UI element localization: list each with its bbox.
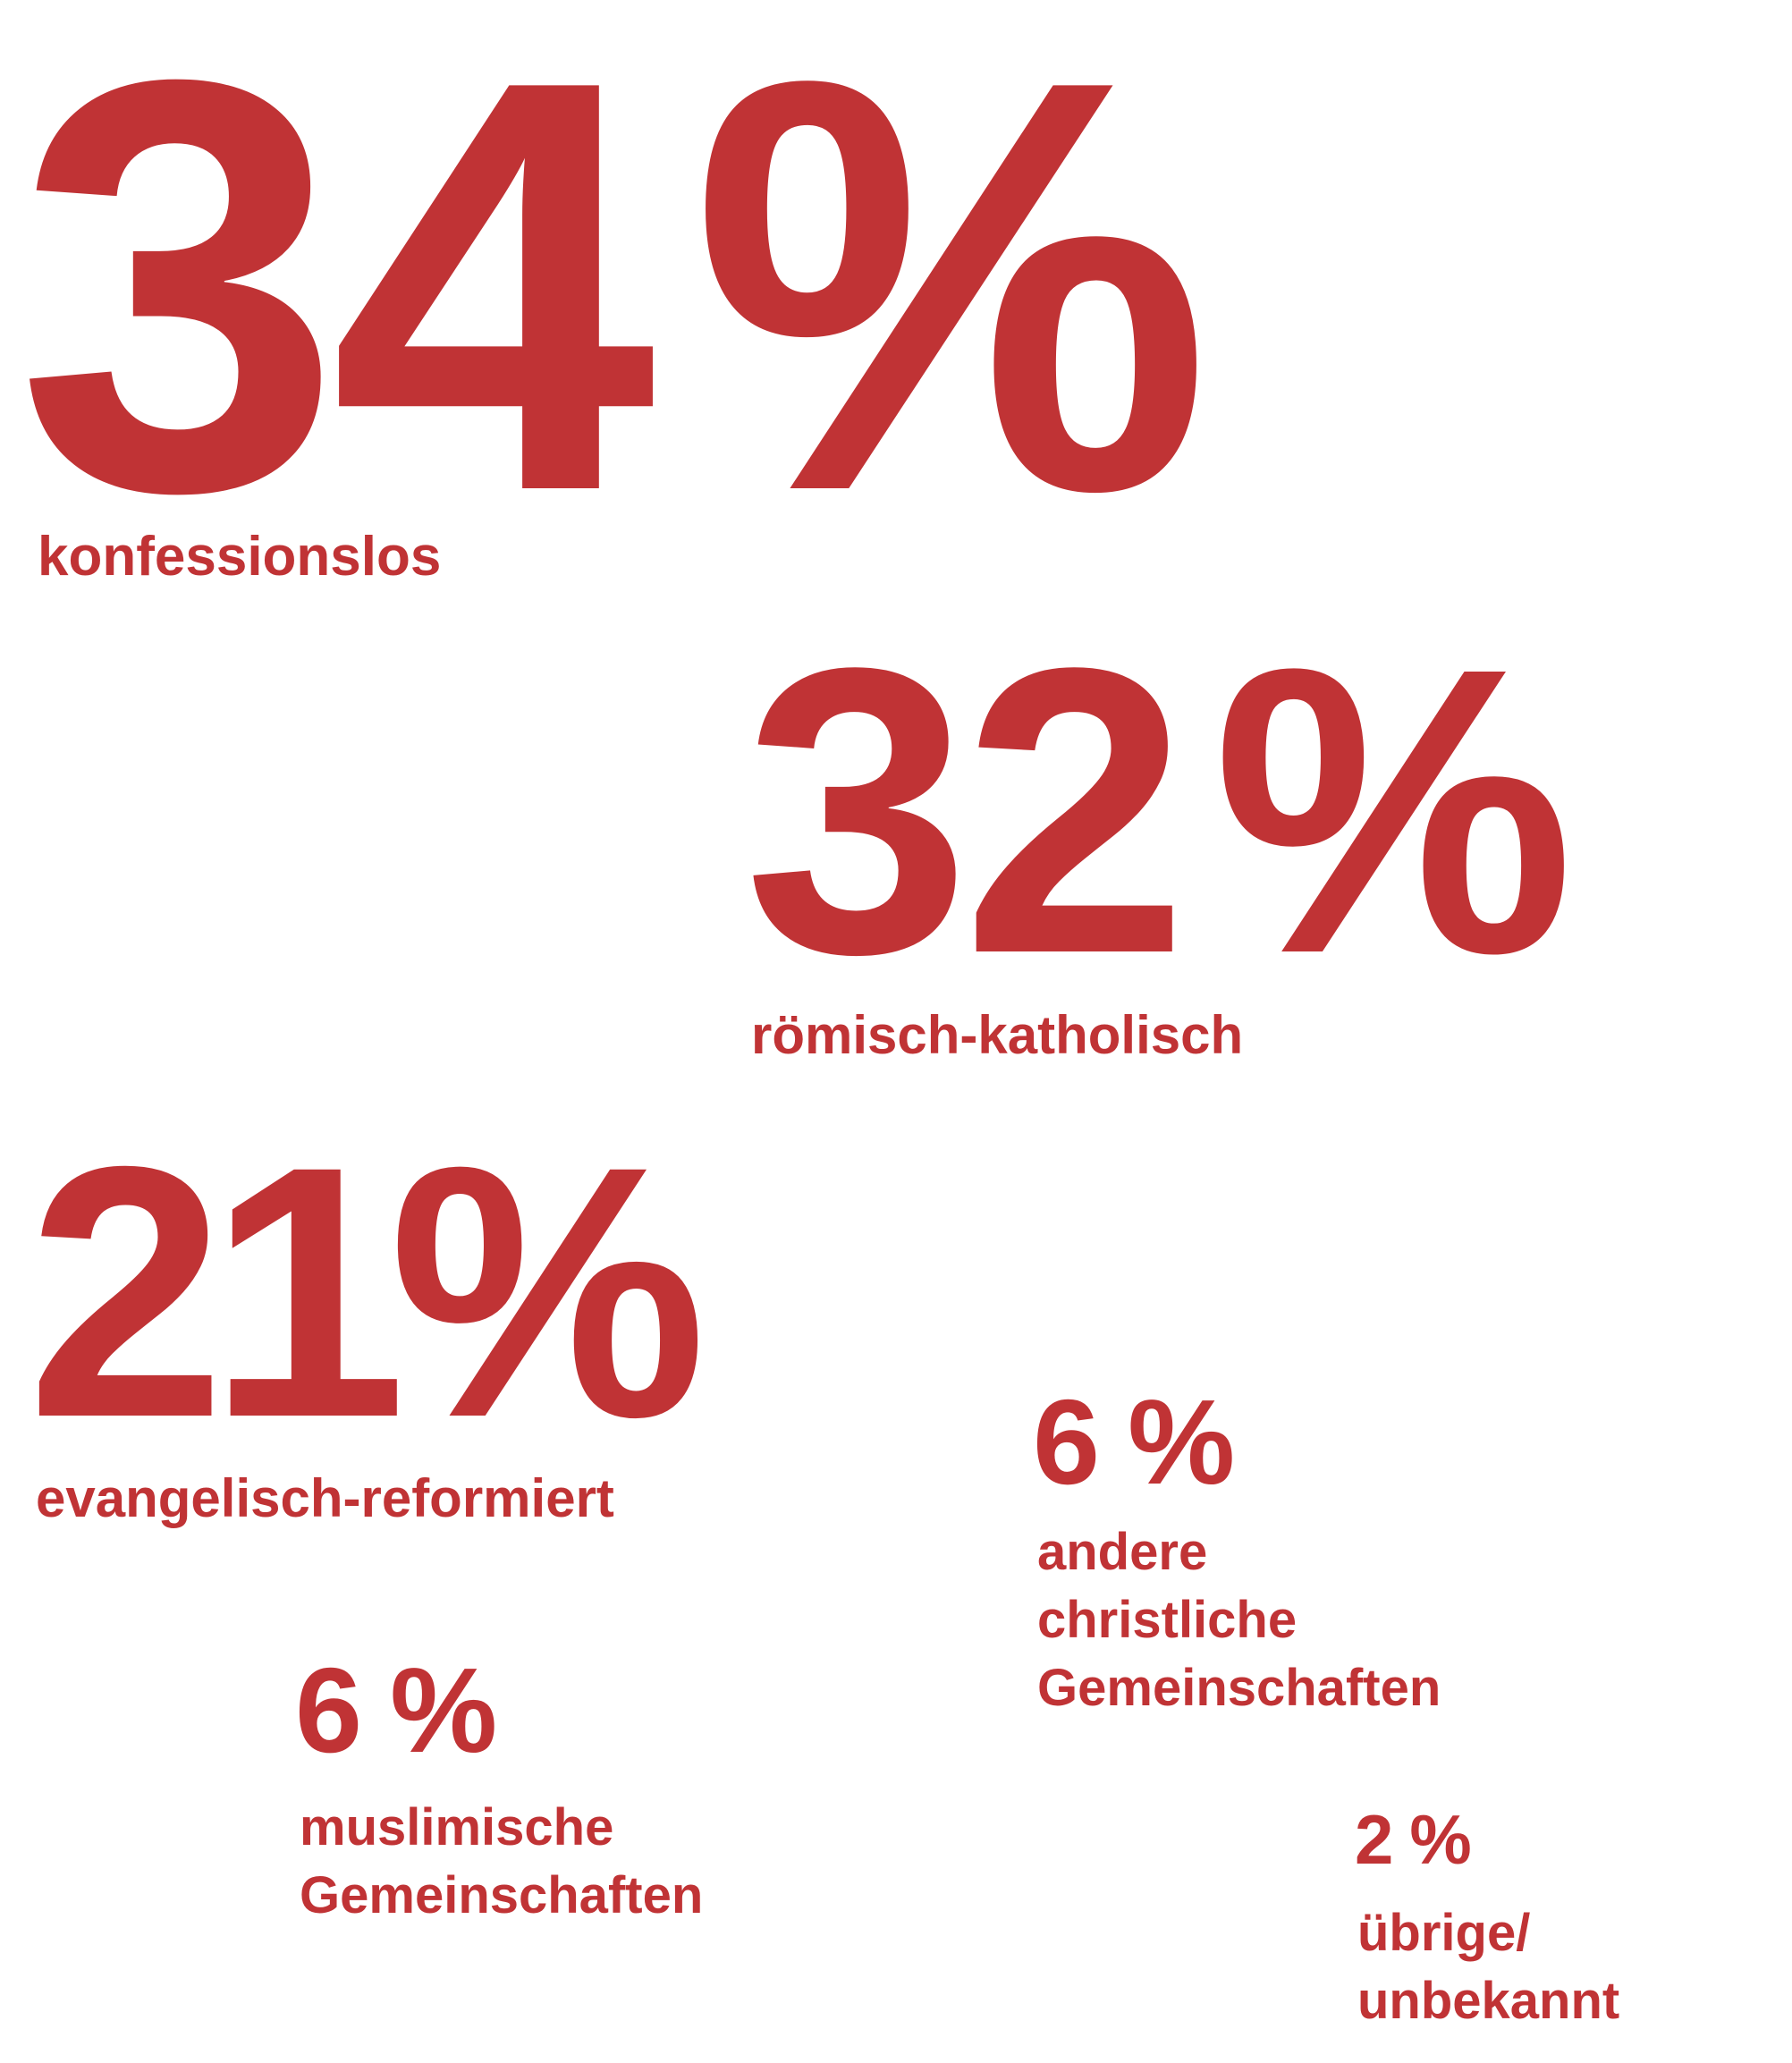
stat-label: konfessionslos	[38, 526, 442, 588]
stat-muslimische: 6% muslimische Gemeinschaften	[295, 1650, 703, 1930]
stat-value: 21%	[27, 1113, 707, 1471]
label-line: übrige/	[1357, 1904, 1531, 1962]
stat-evangelisch-reformiert: 21% evangelisch-reformiert	[27, 1113, 707, 1529]
percent-sign: %	[390, 1643, 497, 1778]
stat-konfessionslos: 34% konfessionslos	[16, 0, 1212, 588]
label-line: andere	[1037, 1523, 1208, 1581]
label-line: Gemeinschaften	[300, 1866, 704, 1924]
stat-label: übrige/ unbekannt	[1357, 1899, 1619, 2035]
value-number: 2	[1355, 1800, 1393, 1879]
stat-uebrige-unbekannt: 2% übrige/ unbekannt	[1355, 1805, 1619, 2035]
stat-label: römisch-katholisch	[751, 1005, 1244, 1065]
percent-sign: %	[690, 0, 1212, 613]
value-number: 6	[295, 1643, 362, 1778]
stat-label: andere christliche Gemeinschaften	[1037, 1518, 1441, 1722]
stat-value: 34%	[16, 0, 1212, 579]
stat-label: muslimische Gemeinschaften	[300, 1794, 703, 1930]
label-line: Gemeinschaften	[1037, 1659, 1441, 1717]
percent-sign: %	[1213, 584, 1575, 1038]
stat-value: 2%	[1355, 1805, 1619, 1874]
stat-label: evangelisch-reformiert	[36, 1468, 614, 1528]
percent-sign: %	[388, 1092, 707, 1492]
stat-value: 6%	[1033, 1382, 1441, 1502]
stat-roemisch-katholisch: 32% römisch-katholisch	[744, 608, 1575, 1066]
value-number: 21	[27, 1092, 407, 1492]
percent-sign: %	[1128, 1374, 1235, 1509]
value-number: 6	[1033, 1374, 1100, 1509]
label-line: christliche	[1037, 1591, 1298, 1649]
stat-andere-christliche: 6% andere christliche Gemeinschaften	[1033, 1382, 1441, 1722]
label-line: muslimische	[300, 1798, 614, 1856]
stat-value: 6%	[295, 1650, 703, 1771]
percent-sign: %	[1409, 1800, 1471, 1879]
stat-value: 32%	[744, 608, 1575, 1015]
label-line: unbekannt	[1357, 1972, 1620, 2030]
value-number: 32	[744, 584, 1188, 1038]
value-number: 34	[16, 0, 655, 613]
